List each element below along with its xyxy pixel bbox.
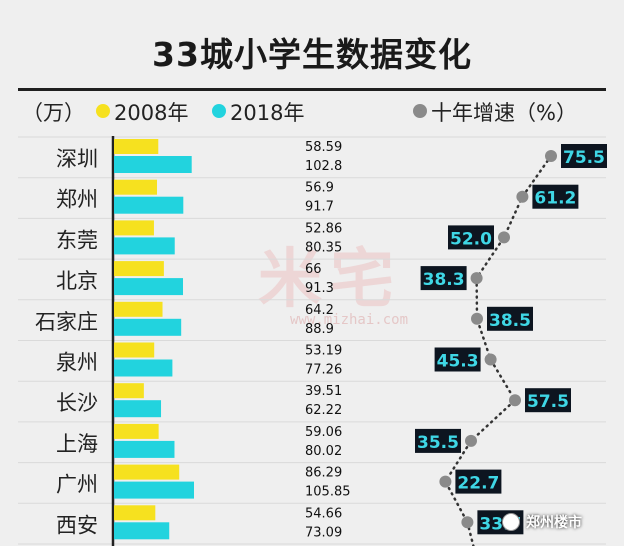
bar-2018 [114,359,173,377]
value-label-2008: 64.2 [305,303,334,318]
value-label-2018: 73.09 [305,525,342,540]
growth-point [470,272,483,285]
category-label: 西安 [56,513,98,537]
value-label-2018: 102.8 [305,159,342,174]
growth-label: 57.5 [527,392,569,412]
value-label-2008: 66 [305,262,322,277]
growth-label: 61.2 [534,189,576,209]
category-label: 北京 [56,269,98,293]
bar-2018 [114,237,175,255]
growth-label: 45.3 [437,352,479,372]
bar-2018 [114,278,184,296]
growth-point [465,434,477,447]
category-label: 泉州 [56,351,98,375]
growth-label: 22.7 [457,474,499,494]
value-label-2008: 86.29 [305,466,342,481]
category-label: 郑州 [56,188,98,212]
value-label-2008: 54.66 [305,506,342,521]
growth-line-extension [466,521,475,546]
bar-2008 [114,342,155,358]
brand-label: 郑州楼市 [526,515,582,531]
value-label-2018: 91.3 [305,281,334,296]
category-label: 长沙 [56,391,98,415]
value-label-2008: 59.06 [305,425,342,440]
value-label-2008: 58.59 [305,140,342,155]
title-divider [18,88,606,91]
growth-label-box [434,347,481,372]
bar-2008 [114,505,156,521]
category-label: 上海 [56,432,98,456]
bar-2008 [114,139,159,154]
bar-2018 [114,156,192,173]
growth-label: 75.5 [563,148,605,168]
value-label-2018: 88.9 [305,322,334,337]
watermark-url: www.mizhai.com [290,312,409,328]
bar-2018 [114,522,170,540]
growth-point [461,516,474,529]
legend-growth-label: 十年增速（%） [431,101,577,125]
growth-label: 35.5 [417,433,459,453]
growth-label-box [561,144,607,168]
growth-point [516,190,529,203]
growth-point [439,475,452,488]
category-label: 深圳 [56,147,98,171]
growth-label-box [448,225,494,250]
category-label: 广州 [56,473,98,497]
bar-2008 [114,464,180,480]
value-label-2018: 77.26 [305,363,342,378]
value-label-2008: 52.86 [305,221,342,236]
bar-2018 [114,481,194,499]
growth-label-box [525,388,571,413]
value-label-2008: 39.51 [305,384,342,399]
legend-growth-swatch [413,104,427,118]
bar-2018 [114,440,175,458]
bar-2008 [114,383,144,399]
value-label-2018: 105.85 [305,485,351,500]
bar-2018 [114,318,182,336]
value-label-2018: 62.22 [305,403,342,418]
value-label-2018: 91.7 [305,200,334,215]
value-label-2018: 80.02 [305,444,342,459]
growth-point [545,150,557,162]
bar-2008 [114,220,154,236]
category-label: 石家庄 [35,310,98,334]
growth-label: 38.5 [489,311,531,331]
value-label-2008: 56.9 [305,181,334,196]
chart-title: 33城小学生数据变化 [152,35,472,74]
growth-label-box [455,469,502,494]
growth-label-box [532,184,579,209]
bar-2008 [114,301,163,317]
value-label-2018: 80.35 [305,240,342,255]
growth-label: 52.0 [450,229,492,249]
watermark-logo: 米宅 [258,243,402,317]
growth-label-box [420,266,467,291]
legend-unit: （万） [22,101,85,125]
growth-line [443,154,553,524]
growth-point [471,312,483,325]
legend-2008-swatch [96,104,110,118]
growth-label-box [487,306,533,331]
legend-2018-label: 2018年 [230,101,305,125]
bar-2008 [114,261,164,277]
bar-2018 [114,400,162,418]
legend-2018-swatch [212,104,226,118]
growth-label: 38.3 [423,270,465,290]
bar-2008 [114,423,159,439]
legend-2008-label: 2008年 [114,101,189,125]
bar-2008 [114,179,158,195]
growth-point [509,394,521,407]
bar-2018 [114,196,184,214]
category-label: 东莞 [56,228,98,252]
value-label-2008: 53.19 [305,344,342,359]
wechat-icon [502,513,520,531]
growth-point [498,231,510,244]
growth-point [484,353,497,366]
growth-label-box [415,428,461,453]
